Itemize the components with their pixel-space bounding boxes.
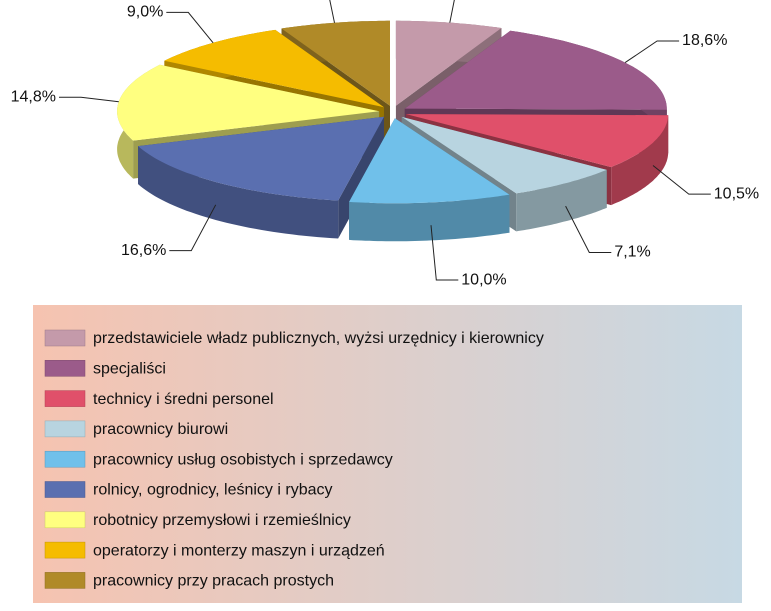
legend-swatch [44,481,86,498]
legend-label: pracownicy biurowi [93,421,228,438]
leader-line [652,165,711,195]
legend: przedstawiciele władz publicznych, wyżsi… [44,329,544,590]
data-label: 16,6% [121,242,166,259]
slice [349,118,510,204]
leader-line [169,204,217,252]
legend-label: przedstawiciele władz publicznych, wyżsi… [93,330,544,347]
slice-wall [138,146,339,239]
slice [401,116,607,194]
legend-swatch [44,329,86,347]
leader-line [565,205,612,253]
slice [406,114,669,168]
slice-wall [611,115,669,206]
slice [138,116,384,201]
pie: 6,6%18,6%10,5%7,1%10,0%16,6%14,8%9,0%6,8… [11,0,759,288]
legend-label: specjaliści [93,361,166,378]
slice [164,29,384,108]
leader-line [624,40,680,64]
legend-swatch [44,390,86,407]
legend-swatch [44,572,86,589]
legend-label: pracownicy przy pracach prostych [93,573,334,590]
legend-swatch [44,511,86,529]
leader-line [430,225,459,281]
legend-box [33,305,742,603]
legend-swatch [44,450,86,468]
legend-swatch [44,541,86,559]
leader-line [329,0,335,23]
leader-line [59,96,119,103]
slice-wall [516,169,607,232]
data-label: 9,0% [127,4,163,21]
legend-label: robotnicy przemysłowi i rzemieślnicy [93,512,351,529]
legend-swatch [44,420,86,438]
data-label: 14,8% [11,88,56,105]
legend-label: pracownicy usług osobistych i sprzedawcy [93,451,393,468]
leader-line [166,11,214,44]
slice-wall [349,194,510,242]
data-label: 7,1% [614,244,650,261]
legend-label: operatorzy i monterzy maszyn i urządzeń [93,542,385,559]
legend-swatch [44,360,86,377]
data-label: 10,5% [714,185,759,202]
slice [395,20,502,106]
slice [281,20,390,106]
data-label: 10,0% [461,271,506,288]
legend-label: technicy i średni personel [93,391,274,408]
slice [117,64,380,141]
data-label: 18,6% [682,32,727,49]
legend-label: rolnicy, ogrodnicy, leśnicy i rybacy [93,482,333,499]
leader-line [449,0,455,23]
slice [404,30,667,110]
